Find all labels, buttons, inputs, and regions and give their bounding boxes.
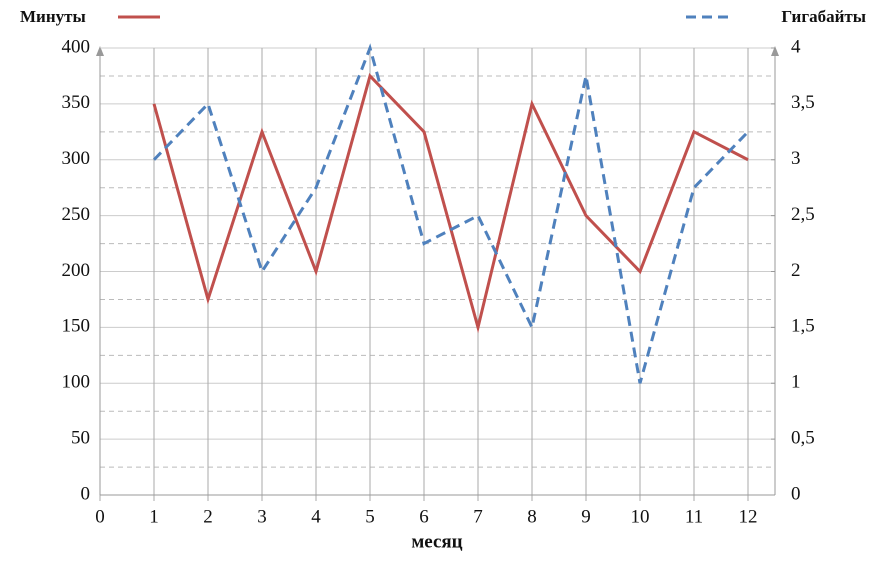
y-tick-label: 200 [62,260,91,281]
y2-tick-label: 0 [791,483,801,504]
y2-tick-label: 1 [791,372,801,393]
y-tick-label: 0 [81,483,91,504]
y2-tick-label: 2,5 [791,204,815,225]
y-tick-label: 50 [71,427,90,448]
x-tick-label: 5 [365,506,375,527]
y-tick-label: 150 [62,316,91,337]
y2-tick-label: 3,5 [791,92,815,113]
x-tick-label: 2 [203,506,213,527]
y2-tick-label: 4 [791,36,801,57]
x-tick-label: 12 [739,506,758,527]
y2-tick-label: 3 [791,148,801,169]
x-tick-label: 11 [685,506,703,527]
y-tick-label: 350 [62,92,91,113]
x-tick-label: 0 [95,506,105,527]
legend-label: Минуты [20,7,86,26]
y2-tick-label: 0,5 [791,427,815,448]
y2-tick-label: 1,5 [791,316,815,337]
y-tick-label: 400 [62,36,91,57]
x-tick-label: 1 [149,506,159,527]
y-tick-label: 250 [62,204,91,225]
x-tick-label: 9 [581,506,591,527]
x-tick-label: 3 [257,506,267,527]
data-line [152,43,750,384]
data-line [152,73,749,334]
legend-label: Гигабайты [781,7,866,26]
x-tick-label: 6 [419,506,429,527]
x-axis-label: месяц [411,531,462,552]
y-tick-label: 300 [62,148,91,169]
y-tick-label: 100 [62,372,91,393]
x-tick-label: 4 [311,506,321,527]
y2-tick-label: 2 [791,260,801,281]
x-tick-label: 7 [473,506,483,527]
x-tick-label: 10 [631,506,650,527]
x-tick-label: 8 [527,506,537,527]
